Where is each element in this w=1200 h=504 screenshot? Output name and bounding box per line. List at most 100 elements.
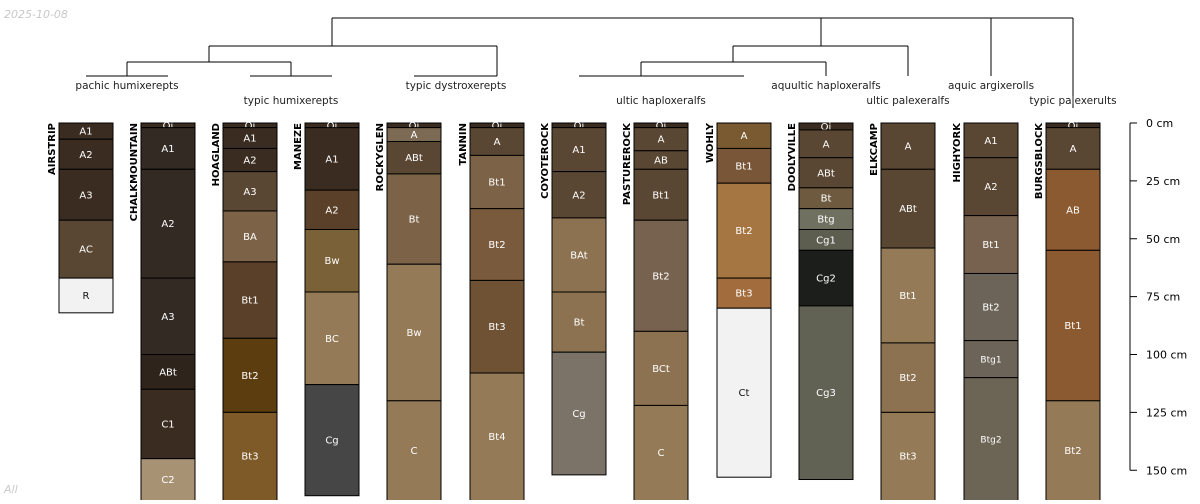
horizon-label: A <box>1070 144 1077 155</box>
horizon-label: Btg2 <box>980 435 1001 445</box>
horizon-label: BAt <box>570 250 588 261</box>
horizon-label: A2 <box>243 156 256 167</box>
subgroup-label: aquultic haploxeralfs <box>771 80 880 92</box>
horizon-band <box>469 372 525 504</box>
horizon-band <box>716 147 772 184</box>
horizon-label: Oi <box>1068 121 1079 132</box>
horizon-label: Cg <box>325 436 338 447</box>
horizon-label: AB <box>654 156 668 167</box>
horizon-label: Cg2 <box>816 274 836 285</box>
horizon-label: A <box>494 137 501 148</box>
horizon-label: ABt <box>159 367 177 378</box>
horizon-band <box>386 400 442 504</box>
horizon-label: R <box>83 291 90 302</box>
horizon-label: C <box>658 448 665 459</box>
horizon-band <box>963 157 1019 217</box>
horizon-band <box>551 127 607 173</box>
horizon-band <box>798 129 854 159</box>
horizon-band <box>386 141 442 175</box>
horizon-label: Bw <box>406 328 421 339</box>
horizon-label: Bt3 <box>488 322 505 333</box>
horizon-band <box>140 127 196 170</box>
horizon-label: A1 <box>79 127 92 138</box>
depth-tick-label: 125 cm <box>1146 406 1187 419</box>
corner-label: All <box>4 483 18 496</box>
horizon-band <box>140 388 196 460</box>
horizon-band <box>140 458 196 504</box>
profile-name: COYOTEROCK <box>540 122 551 199</box>
horizon-label: A1 <box>572 145 585 156</box>
horizon-label: A <box>411 130 418 141</box>
horizon-band <box>716 307 772 478</box>
horizon-label: A2 <box>79 150 92 161</box>
horizon-label: Cg1 <box>816 235 836 246</box>
horizon-label: A3 <box>161 312 174 323</box>
profile-name: AIRSTRIP <box>47 123 58 175</box>
horizon-label: A1 <box>984 136 997 147</box>
horizon-label: AB <box>1066 205 1080 216</box>
horizon-label: Bt1 <box>488 178 505 189</box>
horizon-band <box>140 277 196 356</box>
horizon-band <box>798 157 854 189</box>
horizon-label: Oi <box>245 121 256 132</box>
horizon-label: BA <box>243 232 257 243</box>
horizon-band <box>1045 400 1101 504</box>
horizon-band <box>304 384 360 497</box>
horizon-band <box>880 168 936 249</box>
subgroup-label: ultic palexeralfs <box>866 95 949 107</box>
horizon-label: Oi <box>492 121 503 132</box>
horizon-label: Oi <box>821 122 832 133</box>
horizon-band <box>222 411 278 504</box>
horizon-band <box>551 351 607 476</box>
horizon-label: Bt2 <box>652 271 669 282</box>
horizon-label: Bt2 <box>899 373 916 384</box>
horizon-label: A3 <box>243 187 256 198</box>
horizon-label: A <box>905 142 912 153</box>
horizon-label: Bt3 <box>735 289 752 300</box>
horizon-band <box>551 171 607 219</box>
horizon-label: Bt <box>821 194 832 205</box>
horizon-band <box>222 210 278 263</box>
depth-tick-label: 150 cm <box>1146 464 1187 477</box>
horizon-band <box>716 182 772 279</box>
horizon-band <box>798 249 854 307</box>
horizon-label: A2 <box>572 190 585 201</box>
horizon-band <box>222 261 278 339</box>
horizon-label: Bt1 <box>899 291 916 302</box>
horizon-label: Bt2 <box>735 226 752 237</box>
horizon-label: A <box>823 139 830 150</box>
horizon-band <box>304 228 360 293</box>
horizon-band <box>140 354 196 390</box>
horizon-band <box>633 219 689 332</box>
horizon-label: ABt <box>405 153 423 164</box>
horizon-label: A1 <box>325 154 338 165</box>
horizon-label: BCt <box>652 364 670 375</box>
horizon-label: A <box>658 135 665 146</box>
depth-tick-label: 75 cm <box>1146 291 1180 304</box>
horizon-band <box>963 122 1019 159</box>
horizon-label: A2 <box>984 182 997 193</box>
horizon-label: Bt1 <box>735 161 752 172</box>
horizon-label: Bw <box>324 256 339 267</box>
subgroup-label: typic humixerepts <box>244 95 339 107</box>
horizon-label: Oi <box>327 121 338 132</box>
horizon-label: BC <box>325 334 339 345</box>
horizon-label: Oi <box>409 121 420 132</box>
horizon-label: Bt1 <box>652 190 669 201</box>
horizon-label: Bt1 <box>982 240 999 251</box>
horizon-band <box>798 305 854 481</box>
horizon-band <box>304 291 360 386</box>
horizon-label: Oi <box>656 121 667 132</box>
profile-name: CHALKMOUNTAIN <box>129 123 140 221</box>
profile-name: TANNIN <box>458 123 469 166</box>
horizon-band <box>963 340 1019 379</box>
horizon-band <box>469 127 525 156</box>
subgroup-label: typic dystroxerepts <box>406 80 507 92</box>
profile-name: MANEZE <box>293 123 304 170</box>
horizon-label: Bt2 <box>1064 446 1081 457</box>
horizon-band <box>880 411 936 504</box>
horizon-label: A2 <box>161 219 174 230</box>
profile-name: HIGHYORK <box>952 122 963 183</box>
horizon-label: C <box>411 446 418 457</box>
